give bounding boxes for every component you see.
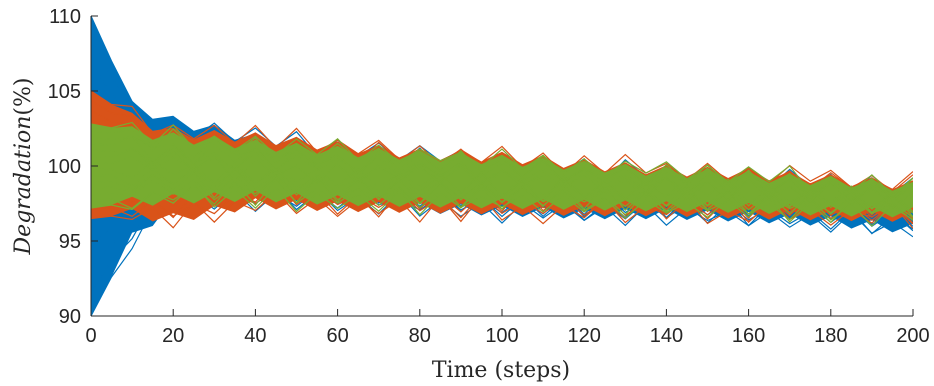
series-3 — [91, 121, 913, 227]
y-tick-label: 105 — [48, 81, 81, 103]
x-tick-label: 60 — [326, 325, 348, 347]
series-3-trajectory — [91, 177, 913, 224]
x-tick-label: 40 — [244, 325, 266, 347]
y-axis-label-main: Degradation — [11, 116, 36, 256]
x-tick-label: 0 — [85, 325, 96, 347]
x-tick-label: 20 — [162, 325, 184, 347]
axes — [90, 15, 914, 317]
y-tick-label: 95 — [59, 231, 81, 253]
series-3-trajectory — [91, 160, 913, 212]
series-3-trajectory — [91, 136, 913, 201]
x-tick-label: 140 — [650, 325, 683, 347]
x-axis-label: Time (steps) — [432, 358, 570, 383]
y-tick-label: 90 — [59, 306, 81, 328]
series-3-trajectory — [91, 165, 913, 218]
series-3-trajectory — [91, 148, 913, 203]
x-tick-label: 180 — [814, 325, 847, 347]
y-axis-label: Degradation(%) — [11, 78, 36, 256]
series-3-trajectory — [91, 171, 913, 218]
series-3-trajectory — [91, 121, 913, 197]
y-tick-label: 110 — [49, 6, 81, 28]
y-tick-label: 100 — [48, 156, 81, 178]
x-tick-label: 200 — [896, 325, 929, 347]
series-2-trajectory — [91, 90, 913, 191]
x-tick-label: 120 — [568, 325, 601, 347]
series-3-trajectory — [91, 128, 913, 196]
y-axis-label-unit: (%) — [11, 78, 36, 116]
x-tick-label: 160 — [732, 325, 765, 347]
plot-area — [91, 16, 913, 316]
x-tick-label: 100 — [485, 325, 518, 347]
series-3-trajectory — [91, 168, 913, 214]
series-3-trajectory — [91, 183, 913, 227]
x-tick-label: 80 — [409, 325, 431, 347]
series-3-trajectory — [91, 135, 913, 201]
ticks: 0 20 40 60 80 100 120 140 160 180 200 90 95 100 105 110 — [48, 6, 930, 347]
